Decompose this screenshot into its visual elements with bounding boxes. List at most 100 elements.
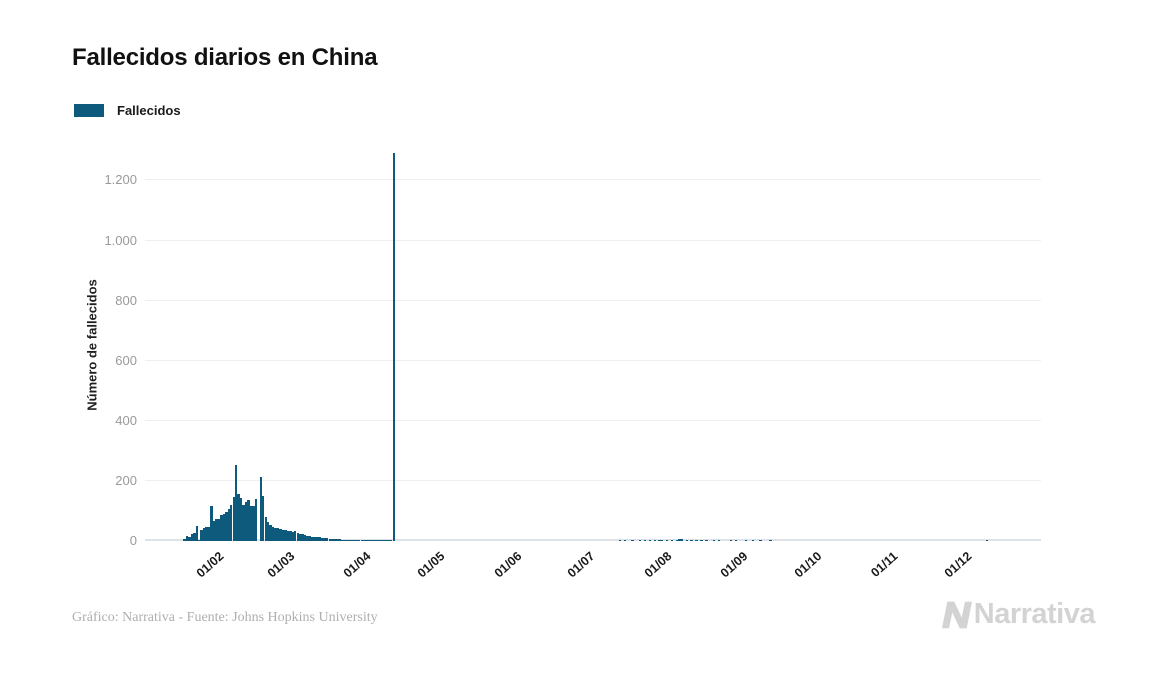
bar[interactable]	[675, 539, 679, 541]
bar[interactable]	[195, 526, 198, 541]
bar[interactable]	[286, 530, 290, 541]
bar[interactable]	[353, 539, 356, 541]
bar[interactable]	[284, 530, 287, 541]
bar[interactable]	[335, 539, 339, 541]
bar[interactable]	[751, 540, 755, 541]
bar[interactable]	[271, 526, 275, 541]
bar[interactable]	[385, 540, 388, 541]
bar[interactable]	[247, 500, 250, 541]
bar[interactable]	[350, 539, 354, 541]
bar[interactable]	[230, 504, 233, 541]
bar[interactable]	[643, 540, 647, 541]
bar[interactable]	[734, 540, 738, 541]
bar[interactable]	[377, 540, 381, 541]
bar[interactable]	[200, 529, 203, 541]
bar[interactable]	[242, 504, 245, 541]
bar[interactable]	[705, 539, 708, 541]
bar[interactable]	[360, 540, 363, 541]
bar[interactable]	[665, 539, 669, 541]
bar[interactable]	[348, 539, 351, 541]
bar[interactable]	[355, 539, 358, 541]
bar[interactable]	[367, 540, 371, 541]
bar[interactable]	[623, 540, 627, 541]
bar[interactable]	[343, 539, 346, 541]
bar[interactable]	[653, 539, 656, 541]
bar[interactable]	[185, 536, 189, 541]
bar[interactable]	[700, 540, 703, 541]
bar[interactable]	[330, 538, 334, 541]
bar[interactable]	[276, 528, 280, 541]
bar[interactable]	[215, 519, 218, 541]
bar[interactable]	[316, 537, 319, 541]
bar[interactable]	[210, 506, 213, 541]
bar[interactable]	[313, 536, 317, 541]
bar[interactable]	[328, 538, 331, 541]
bar[interactable]	[298, 533, 302, 541]
bar[interactable]	[183, 538, 186, 541]
bar[interactable]	[308, 536, 312, 541]
bar[interactable]	[222, 514, 226, 541]
bar[interactable]	[198, 540, 201, 541]
bar[interactable]	[648, 539, 651, 541]
bar[interactable]	[619, 540, 622, 541]
bar[interactable]	[372, 540, 376, 541]
bar[interactable]	[338, 539, 341, 541]
bar[interactable]	[259, 476, 262, 541]
bar[interactable]	[289, 531, 292, 541]
bar[interactable]	[678, 539, 681, 541]
bar[interactable]	[225, 511, 228, 541]
bar[interactable]	[237, 494, 240, 541]
bar[interactable]	[690, 539, 693, 541]
legend-item-fallecidos[interactable]: Fallecidos	[74, 103, 181, 118]
bar[interactable]	[279, 528, 282, 541]
bar[interactable]	[985, 539, 989, 541]
bar[interactable]	[249, 506, 253, 541]
bar[interactable]	[362, 540, 366, 541]
bar[interactable]	[660, 539, 664, 541]
bar[interactable]	[227, 508, 230, 541]
bar[interactable]	[392, 153, 395, 541]
bar[interactable]	[631, 540, 634, 541]
bar[interactable]	[712, 540, 715, 541]
bar[interactable]	[680, 539, 683, 541]
bar[interactable]	[234, 464, 238, 541]
bar[interactable]	[264, 516, 267, 541]
bar[interactable]	[274, 527, 277, 541]
bar[interactable]	[202, 528, 206, 541]
bar[interactable]	[380, 540, 383, 541]
bar[interactable]	[670, 539, 674, 541]
bar[interactable]	[638, 539, 642, 541]
bar[interactable]	[212, 521, 216, 541]
bar[interactable]	[188, 536, 191, 541]
bar[interactable]	[311, 536, 314, 541]
bar[interactable]	[205, 527, 208, 541]
bar[interactable]	[387, 540, 390, 541]
bar[interactable]	[358, 540, 361, 541]
bar[interactable]	[685, 539, 688, 541]
bar[interactable]	[254, 498, 258, 541]
bar[interactable]	[220, 515, 223, 541]
bar[interactable]	[323, 538, 326, 541]
bar[interactable]	[294, 530, 297, 541]
bar[interactable]	[318, 537, 322, 541]
bar[interactable]	[266, 522, 270, 541]
bar[interactable]	[193, 533, 196, 541]
bar[interactable]	[370, 540, 373, 541]
bar[interactable]	[326, 538, 329, 541]
bar[interactable]	[252, 505, 255, 541]
bar[interactable]	[207, 527, 211, 541]
bar[interactable]	[340, 539, 344, 541]
bar[interactable]	[744, 539, 747, 541]
bar[interactable]	[239, 498, 243, 541]
bar[interactable]	[658, 539, 661, 541]
bar[interactable]	[244, 501, 248, 541]
bar[interactable]	[382, 540, 386, 541]
bar[interactable]	[769, 540, 772, 541]
bar[interactable]	[390, 540, 393, 541]
bar[interactable]	[303, 535, 307, 541]
bar[interactable]	[365, 540, 368, 541]
bar[interactable]	[695, 539, 698, 541]
bar[interactable]	[269, 525, 272, 541]
bar[interactable]	[301, 534, 304, 541]
bar[interactable]	[321, 537, 324, 541]
